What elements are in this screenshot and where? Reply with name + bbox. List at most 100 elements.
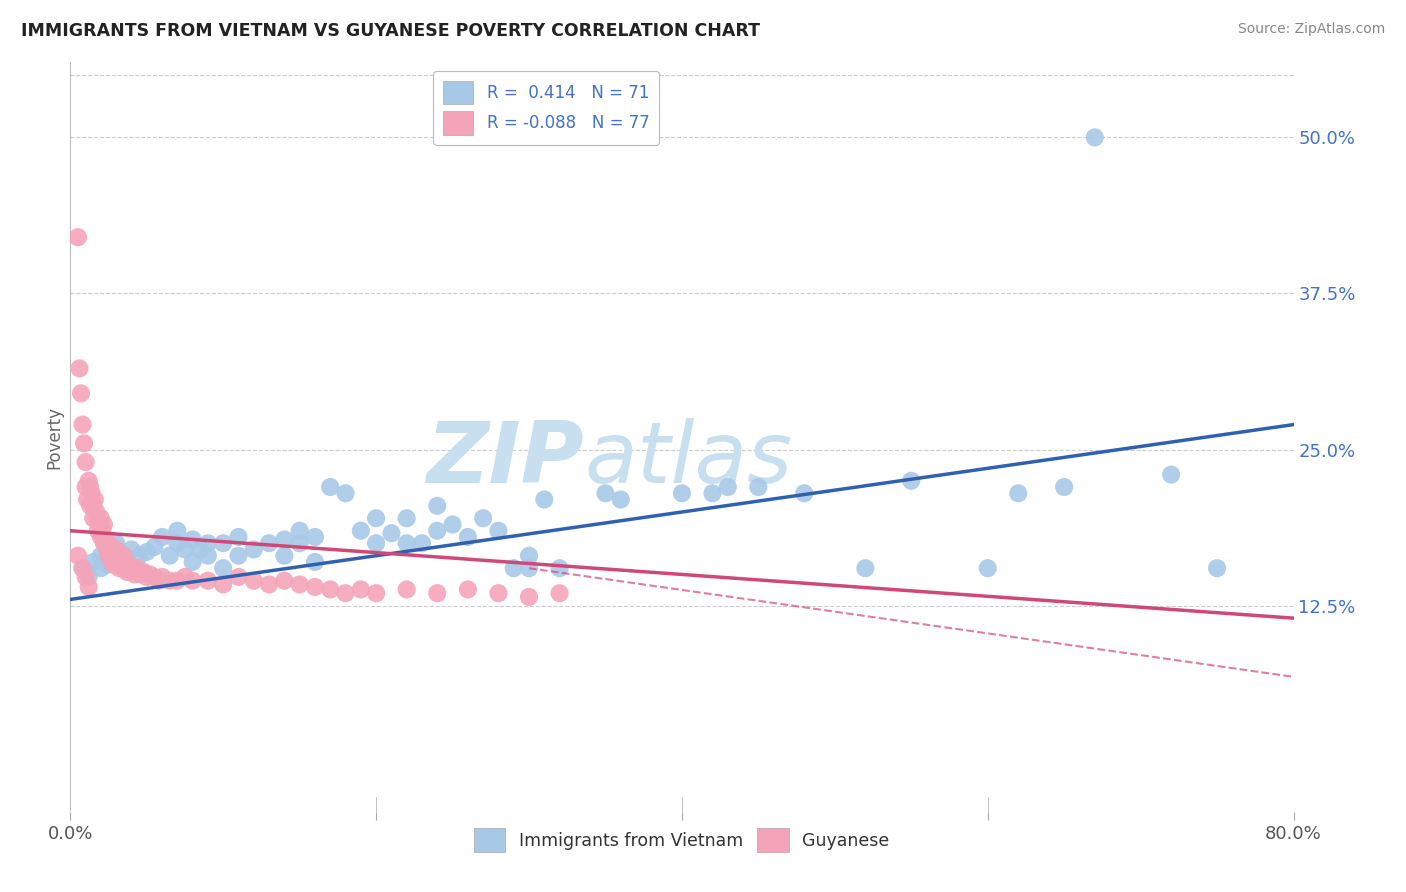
Point: [115, 565, 138, 579]
Point: [457, 582, 479, 597]
Point: [273, 533, 295, 547]
Point: [243, 542, 266, 557]
Point: [84, 505, 107, 519]
Point: [366, 536, 388, 550]
Point: [228, 570, 250, 584]
Point: [488, 586, 510, 600]
Point: [105, 536, 128, 550]
Point: [94, 536, 117, 550]
Point: [127, 561, 149, 575]
Point: [288, 536, 311, 550]
Point: [80, 486, 103, 500]
Point: [89, 517, 111, 532]
Point: [671, 486, 693, 500]
Point: [288, 524, 311, 538]
Point: [1007, 486, 1029, 500]
Point: [121, 542, 143, 557]
Point: [174, 570, 197, 584]
Point: [105, 552, 128, 566]
Point: [98, 545, 121, 559]
Point: [110, 555, 132, 569]
Point: [129, 567, 152, 582]
Point: [104, 549, 127, 563]
Point: [212, 561, 235, 575]
Point: [517, 590, 540, 604]
Point: [548, 586, 571, 600]
Point: [112, 555, 135, 569]
Point: [166, 574, 188, 588]
Point: [108, 561, 131, 575]
Point: [72, 561, 94, 575]
Point: [793, 486, 815, 500]
Point: [150, 570, 173, 584]
Point: [166, 524, 188, 538]
Point: [548, 561, 571, 575]
Point: [87, 524, 110, 538]
Point: [101, 558, 124, 572]
Point: [82, 499, 104, 513]
Point: [82, 555, 104, 569]
Point: [212, 577, 235, 591]
Point: [366, 511, 388, 525]
Point: [517, 549, 540, 563]
Point: [395, 536, 418, 550]
Point: [166, 536, 188, 550]
Point: [702, 486, 724, 500]
Point: [143, 570, 166, 584]
Point: [1160, 467, 1182, 482]
Point: [457, 530, 479, 544]
Point: [97, 536, 120, 550]
Point: [441, 517, 464, 532]
Point: [257, 577, 280, 591]
Text: Source: ZipAtlas.com: Source: ZipAtlas.com: [1237, 22, 1385, 37]
Point: [105, 542, 128, 557]
Text: atlas: atlas: [583, 418, 792, 501]
Point: [395, 582, 418, 597]
Point: [319, 582, 342, 597]
Point: [533, 492, 555, 507]
Point: [181, 574, 204, 588]
Point: [197, 549, 219, 563]
Point: [395, 511, 418, 525]
Text: IMMIGRANTS FROM VIETNAM VS GUYANESE POVERTY CORRELATION CHART: IMMIGRANTS FROM VIETNAM VS GUYANESE POVE…: [21, 22, 761, 40]
Point: [426, 586, 449, 600]
Point: [76, 492, 98, 507]
Point: [426, 499, 449, 513]
Point: [93, 517, 115, 532]
Point: [82, 511, 104, 525]
Point: [257, 536, 280, 550]
Point: [97, 558, 120, 572]
Point: [288, 577, 311, 591]
Point: [83, 492, 105, 507]
Y-axis label: Poverty: Poverty: [45, 406, 63, 468]
Point: [411, 536, 433, 550]
Point: [121, 561, 143, 575]
Point: [90, 549, 112, 563]
Point: [181, 555, 204, 569]
Point: [380, 526, 402, 541]
Point: [181, 533, 204, 547]
Point: [90, 561, 112, 575]
Point: [304, 580, 326, 594]
Point: [112, 561, 135, 575]
Point: [517, 561, 540, 575]
Point: [66, 549, 89, 563]
Point: [319, 480, 342, 494]
Point: [595, 486, 617, 500]
Text: ZIP: ZIP: [426, 418, 583, 501]
Point: [488, 524, 510, 538]
Point: [855, 561, 877, 575]
Point: [87, 511, 110, 525]
Point: [228, 530, 250, 544]
Point: [976, 561, 998, 575]
Point: [69, 361, 91, 376]
Point: [90, 511, 112, 525]
Point: [304, 530, 326, 544]
Point: [93, 536, 115, 550]
Point: [188, 542, 211, 557]
Point: [112, 549, 135, 563]
Point: [70, 386, 93, 401]
Point: [472, 511, 495, 525]
Point: [747, 480, 769, 494]
Point: [75, 455, 97, 469]
